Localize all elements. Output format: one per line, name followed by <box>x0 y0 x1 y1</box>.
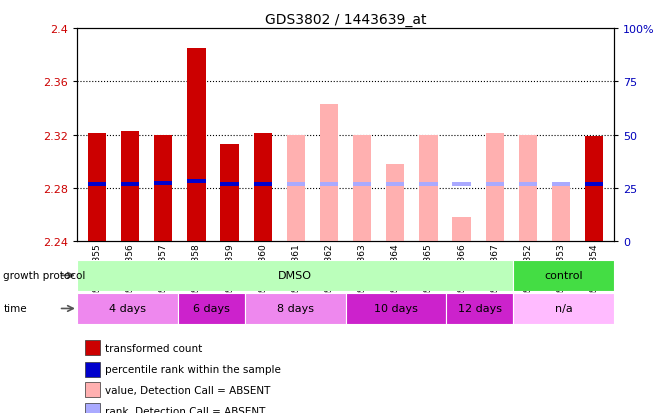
Bar <box>254 183 272 187</box>
Bar <box>287 183 305 187</box>
Bar <box>446 293 513 324</box>
Bar <box>245 293 346 324</box>
Text: time: time <box>3 304 27 314</box>
Bar <box>121 183 140 187</box>
Text: percentile rank within the sample: percentile rank within the sample <box>105 364 281 374</box>
Bar <box>77 293 178 324</box>
Bar <box>85 382 99 397</box>
Bar <box>254 134 272 242</box>
Text: 8 days: 8 days <box>276 304 314 314</box>
Text: growth protocol: growth protocol <box>3 271 86 281</box>
Text: control: control <box>544 271 583 281</box>
Bar <box>353 135 371 242</box>
Bar <box>121 131 140 242</box>
Bar <box>85 403 99 413</box>
Text: value, Detection Call = ABSENT: value, Detection Call = ABSENT <box>105 385 271 395</box>
Bar <box>552 183 570 242</box>
Bar <box>452 218 470 242</box>
Bar <box>486 134 504 242</box>
Text: 10 days: 10 days <box>374 304 418 314</box>
Bar <box>88 183 106 187</box>
Bar <box>353 183 371 187</box>
Bar <box>552 183 570 187</box>
Bar <box>77 260 513 291</box>
Bar <box>88 134 106 242</box>
Text: DMSO: DMSO <box>278 271 312 281</box>
Bar <box>85 362 99 377</box>
Text: rank, Detection Call = ABSENT: rank, Detection Call = ABSENT <box>105 406 266 413</box>
Title: GDS3802 / 1443639_at: GDS3802 / 1443639_at <box>265 12 426 26</box>
Bar <box>178 293 245 324</box>
Text: 6 days: 6 days <box>193 304 229 314</box>
Bar <box>519 183 537 187</box>
Text: n/a: n/a <box>555 304 572 314</box>
Bar <box>154 182 172 185</box>
Bar <box>287 135 305 242</box>
Bar <box>585 183 603 187</box>
Bar <box>85 340 99 355</box>
Bar <box>519 135 537 242</box>
Bar <box>221 145 239 242</box>
Bar <box>386 164 405 242</box>
Bar <box>513 260 614 291</box>
Bar <box>187 49 205 242</box>
Bar <box>452 183 470 187</box>
Bar <box>221 183 239 187</box>
Text: 12 days: 12 days <box>458 304 502 314</box>
Bar <box>386 183 405 187</box>
Bar <box>154 135 172 242</box>
Bar <box>419 135 437 242</box>
Bar <box>320 183 338 187</box>
Bar <box>320 104 338 242</box>
Bar <box>513 293 614 324</box>
Bar <box>486 183 504 187</box>
Text: 4 days: 4 days <box>109 304 146 314</box>
Text: transformed count: transformed count <box>105 343 203 353</box>
Bar <box>346 293 446 324</box>
Bar <box>187 180 205 184</box>
Bar <box>585 137 603 242</box>
Bar <box>419 183 437 187</box>
